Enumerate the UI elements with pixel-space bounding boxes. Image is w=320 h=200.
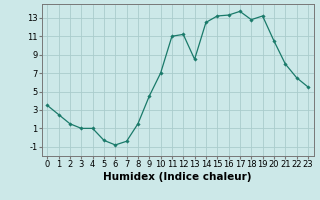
X-axis label: Humidex (Indice chaleur): Humidex (Indice chaleur): [103, 172, 252, 182]
